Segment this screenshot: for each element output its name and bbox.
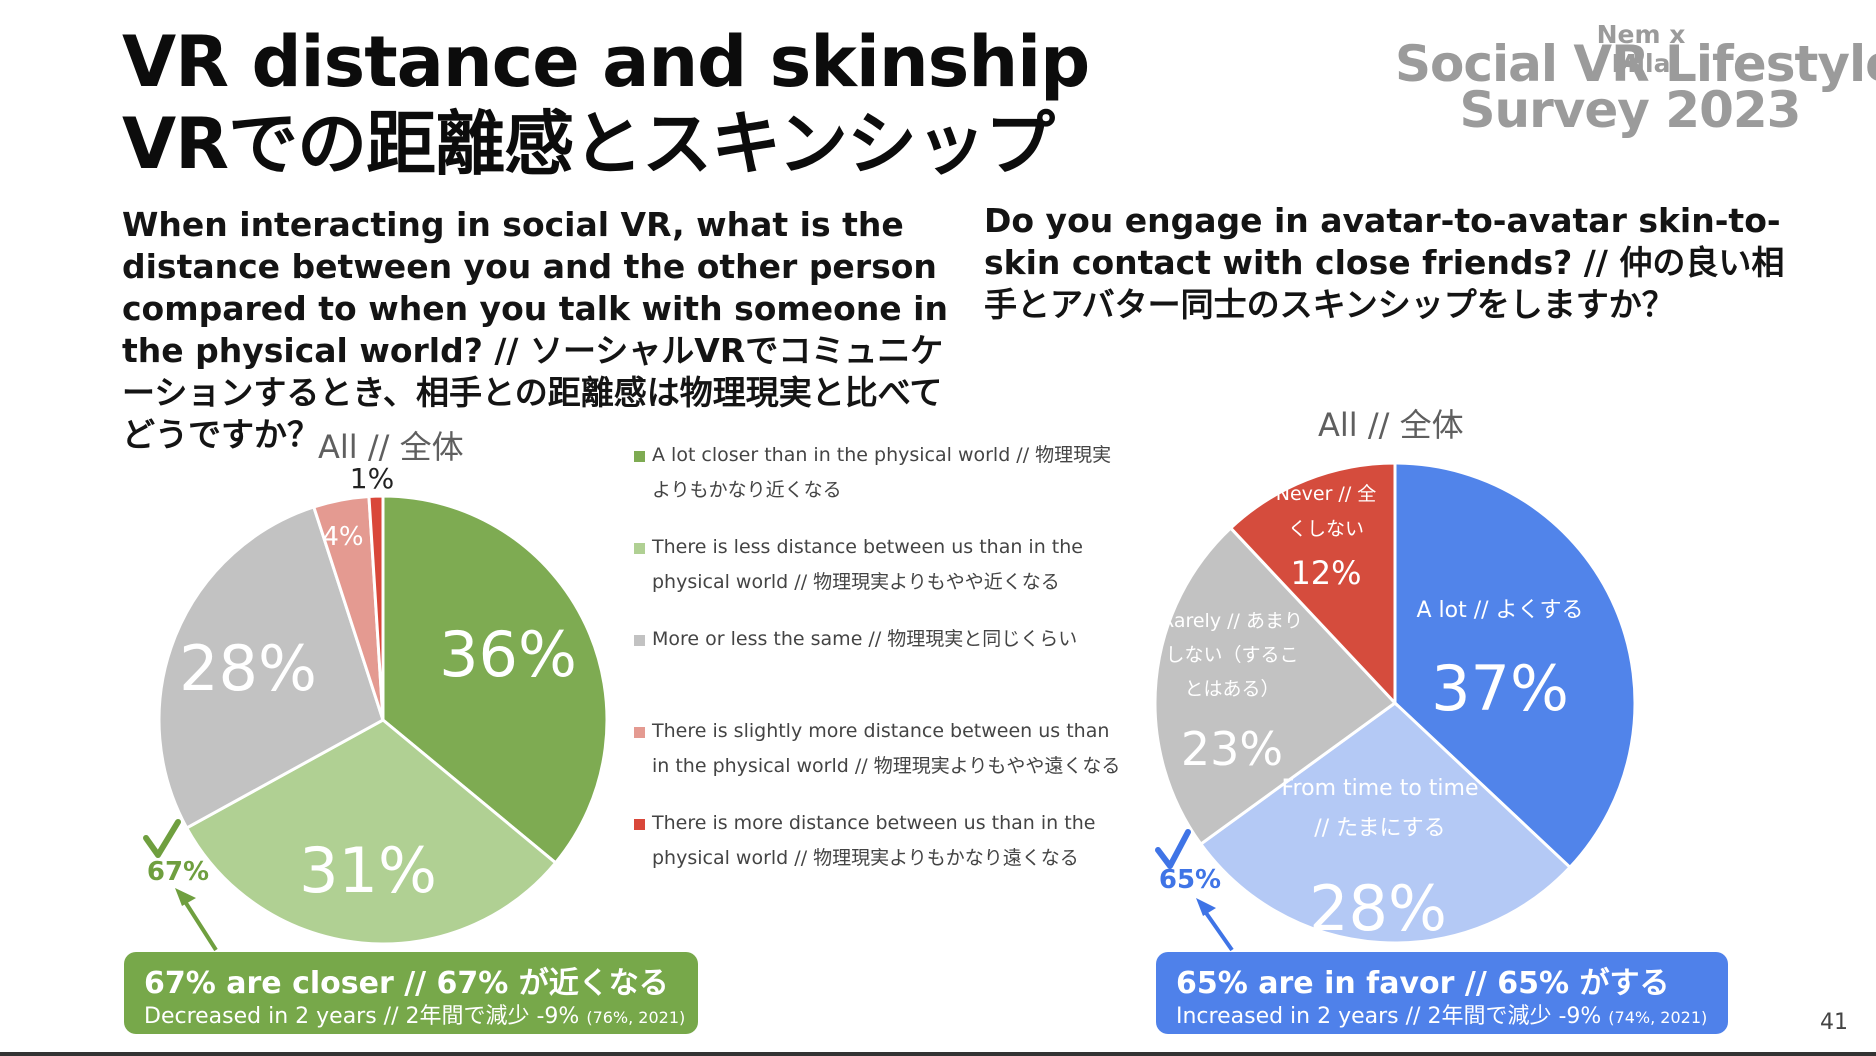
summary-headline: 65% are in favor // 65% がする	[1176, 966, 1670, 1001]
pie-chart-skinship	[1153, 461, 1637, 945]
pie-slice-4	[367, 494, 385, 721]
pie1-label-28: 28%	[179, 632, 317, 705]
check-icon	[143, 819, 181, 858]
legend-swatch	[634, 635, 645, 646]
legend-swatch	[634, 543, 645, 554]
pie2-label-rarely-2: しない（するこ	[1165, 644, 1298, 666]
question-skinship: Do you engage in avatar-to-avatar skin-t…	[984, 201, 1785, 324]
pie2-label-12: 12%	[1290, 554, 1361, 592]
pie2-title: All // 全体	[1318, 406, 1464, 444]
pie-chart-distance	[157, 494, 609, 946]
pie2-label-from-time-1: From time to time	[1282, 776, 1479, 801]
legend-item: There is slightly more distance between …	[634, 714, 1124, 784]
pie2-label-never-1: Never // 全	[1276, 483, 1377, 505]
brand-title: Social VR Lifestyle	[1395, 35, 1876, 93]
page-number: 41	[1820, 1010, 1848, 1035]
pie1-title: All // 全体	[318, 428, 464, 466]
pie1-label-36: 36%	[439, 618, 577, 691]
pie-slice-3	[1228, 461, 1397, 707]
summary-detail: Increased in 2 years // 2年間で減少 -9% (74%,…	[1176, 998, 1707, 1030]
legend-item: A lot closer than in the physical world …	[634, 438, 1124, 508]
pie2-callout-arrow	[1202, 908, 1234, 952]
pie-slice-0	[381, 494, 609, 865]
legend-label: There is less distance between us than i…	[652, 536, 1083, 593]
legend-label: There is slightly more distance between …	[652, 720, 1121, 777]
brand-subtitle: Survey 2023	[1459, 81, 1802, 139]
check-icon	[1155, 829, 1191, 869]
pie-slice-0	[1393, 461, 1637, 870]
summary-detail: Decreased in 2 years // 2年間で減少 -9% (76%,…	[144, 998, 685, 1030]
legend-label: A lot closer than in the physical world …	[652, 444, 1112, 501]
arrow-head-icon	[1196, 898, 1216, 916]
legend-label: More or less the same // 物理現実と同じくらい	[652, 628, 1078, 650]
legend-swatch	[634, 451, 645, 462]
bottom-divider	[0, 1052, 1876, 1056]
legend-label: There is more distance between us than i…	[652, 812, 1096, 869]
arrow-head-icon	[175, 888, 196, 906]
legend-swatch	[634, 727, 645, 738]
pie-slice-2	[157, 505, 385, 830]
pie-slice-1	[184, 718, 558, 946]
pie2-label-28: 28%	[1309, 872, 1447, 945]
pie2-label-never-2: くしない	[1288, 518, 1364, 540]
page-title: VR distance and skinship	[122, 21, 1090, 103]
legend-item: There is more distance between us than i…	[634, 806, 1124, 876]
pie2-label-from-time-2: // たまにする	[1314, 816, 1445, 841]
page-title-japanese: VRでの距離感とスキンシップ	[122, 103, 1055, 185]
summary-box-distance: 67% are closer // 67% が近くなる Decreased in…	[124, 952, 698, 1034]
pie2-label-a-lot: A lot // よくする	[1416, 598, 1583, 623]
pie1-label-31: 31%	[299, 834, 437, 907]
pie2-label-rarely-1: Rarely // あまり	[1161, 610, 1303, 632]
pie2-label-23: 23%	[1181, 722, 1283, 776]
brand-credit: Nem x Mila	[1596, 20, 1686, 78]
summary-note: (74%, 2021)	[1608, 1008, 1708, 1027]
summary-change: Decreased in 2 years // 2年間で減少 -9%	[144, 1004, 580, 1029]
pie1-callout: 67%	[147, 857, 209, 887]
pie2-label-37: 37%	[1431, 652, 1569, 725]
question-distance: When interacting in social VR, what is t…	[122, 205, 948, 454]
pie2-callout: 65%	[1159, 865, 1221, 895]
pie1-label-4: 4%	[322, 522, 363, 552]
pie-slice-2	[1153, 525, 1398, 847]
summary-change: Increased in 2 years // 2年間で減少 -9%	[1176, 1004, 1602, 1029]
legend-item: More or less the same // 物理現実と同じくらい	[634, 622, 1124, 657]
pie-slice-1	[1198, 701, 1573, 945]
summary-note: (76%, 2021)	[586, 1008, 686, 1027]
pie1-callout-arrow	[182, 898, 218, 952]
legend-item: There is less distance between us than i…	[634, 530, 1124, 600]
summary-headline: 67% are closer // 67% が近くなる	[144, 966, 669, 1001]
legend-swatch	[634, 819, 645, 830]
summary-box-skinship: 65% are in favor // 65% がする Increased in…	[1156, 952, 1728, 1034]
pie1-label-1: 1%	[350, 462, 394, 495]
pie2-label-rarely-3: とはある）	[1184, 678, 1279, 700]
